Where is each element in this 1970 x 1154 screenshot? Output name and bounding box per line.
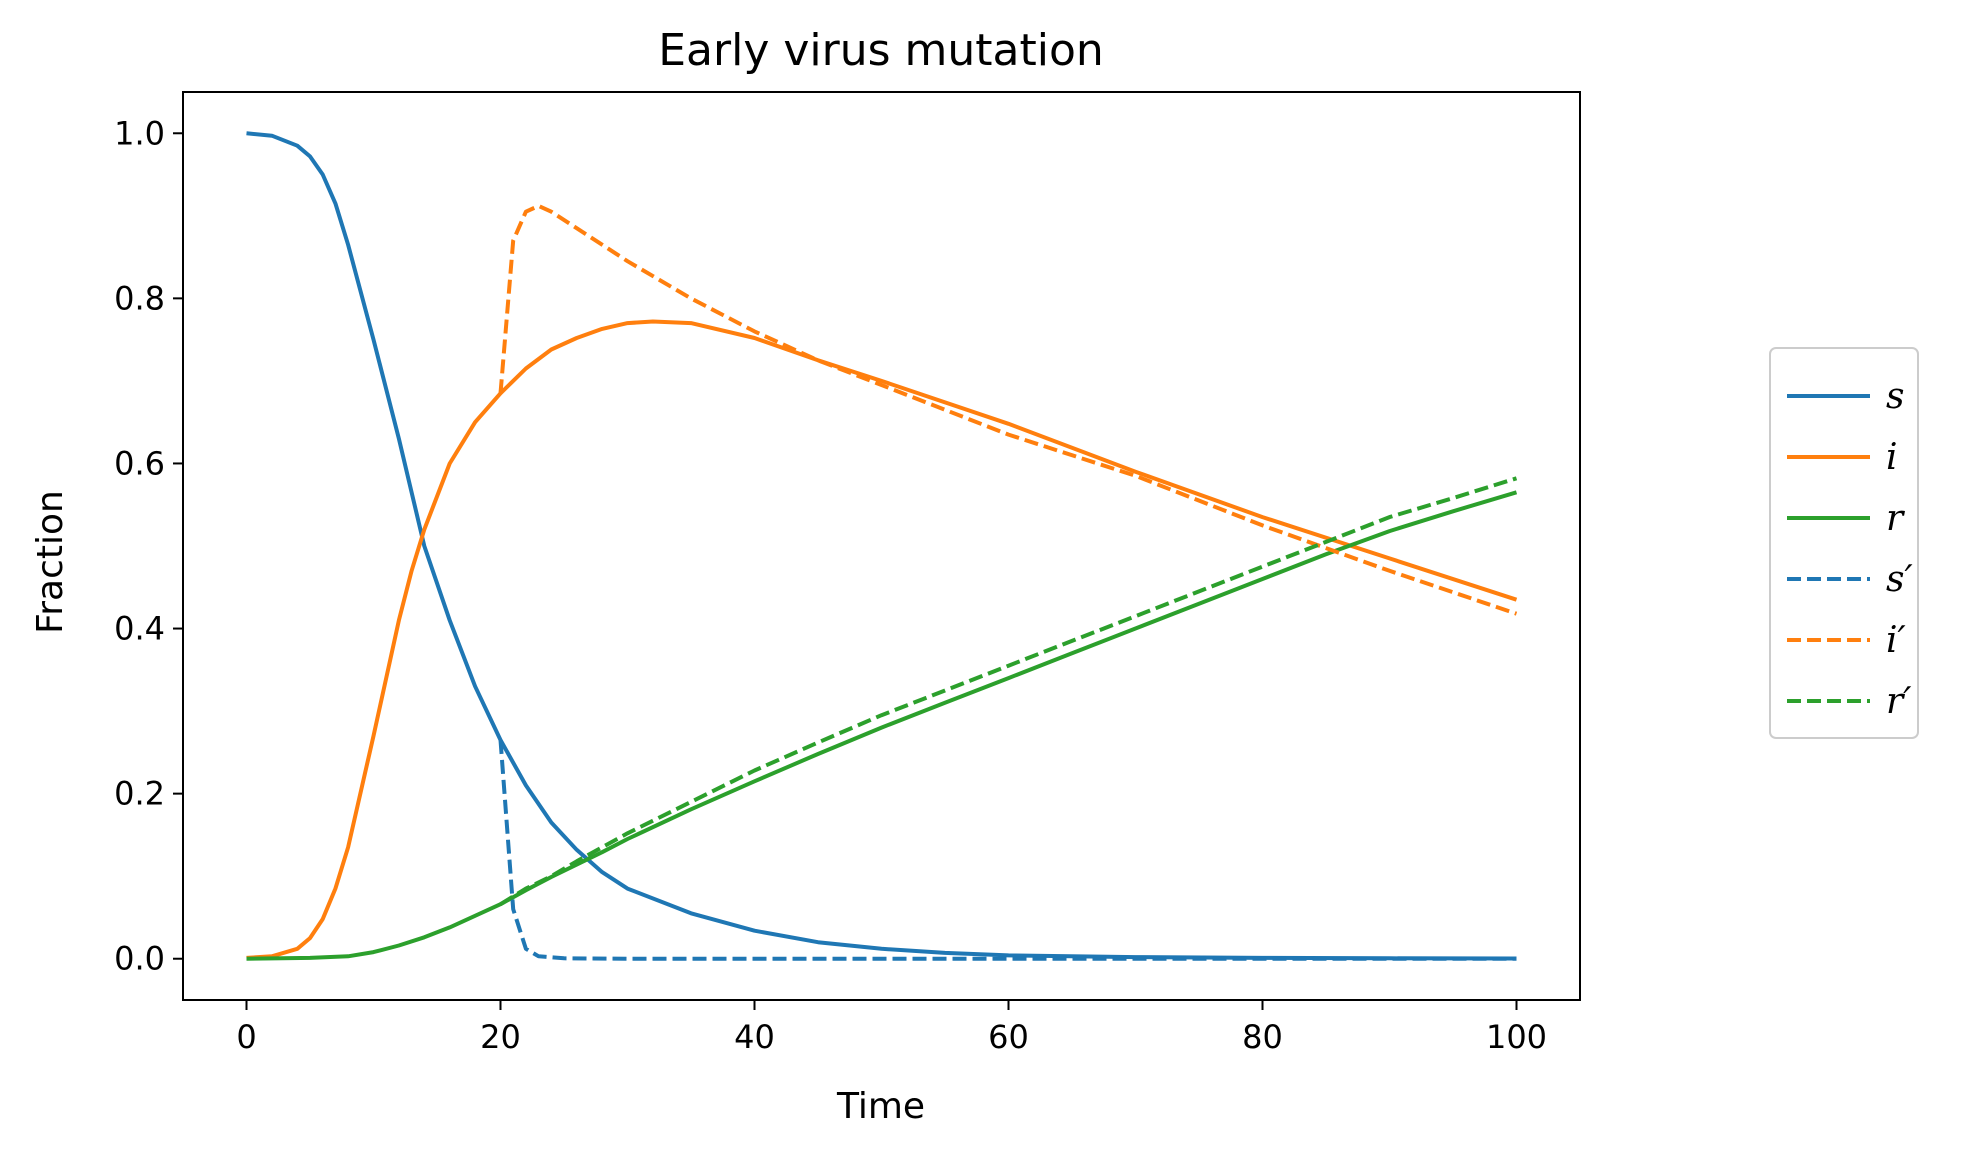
plot-series-group <box>246 131 1518 961</box>
x-tick-label: 0 <box>236 1018 256 1056</box>
plot-frame <box>182 91 1581 1001</box>
y-tick-label: 0.4 <box>114 610 165 648</box>
series-line-1 <box>246 131 1517 961</box>
x-tick-label: 20 <box>480 1018 521 1056</box>
legend-label: r <box>1886 498 1905 539</box>
series-line-4 <box>498 739 1517 961</box>
series-line-2 <box>246 319 1518 960</box>
x-tick-label: 100 <box>1486 1018 1547 1056</box>
x-tick-label: 60 <box>988 1018 1029 1056</box>
legend-label: s′ <box>1886 559 1913 600</box>
y-tick-label: 0.6 <box>114 444 165 482</box>
axes-ticks-group: 0 20 40 60 80 100 0.0 0.2 0.4 0.6 0.8 1.0 <box>114 114 1547 1056</box>
legend-label: i′ <box>1886 620 1906 661</box>
y-tick-label: 0.0 <box>114 940 165 978</box>
x-tick-label: 40 <box>734 1018 775 1056</box>
legend: sir s′ i′ r′ <box>1769 347 1919 739</box>
series-line-3 <box>246 490 1518 961</box>
y-tick-label: 0.2 <box>114 775 165 813</box>
x-axis-label: Time <box>836 1086 925 1127</box>
series-line-6 <box>499 476 1518 906</box>
y-tick-label: 0.8 <box>114 279 165 317</box>
legend-label: r′ <box>1886 681 1911 722</box>
chart-title: Early virus mutation <box>658 25 1104 76</box>
y-axis-label: Fraction <box>30 490 71 634</box>
y-tick-label: 1.0 <box>114 114 165 152</box>
legend-label: i <box>1886 437 1898 478</box>
legend-label: s <box>1886 376 1904 417</box>
x-tick-label: 80 <box>1242 1018 1283 1056</box>
series-line-5 <box>498 203 1518 616</box>
